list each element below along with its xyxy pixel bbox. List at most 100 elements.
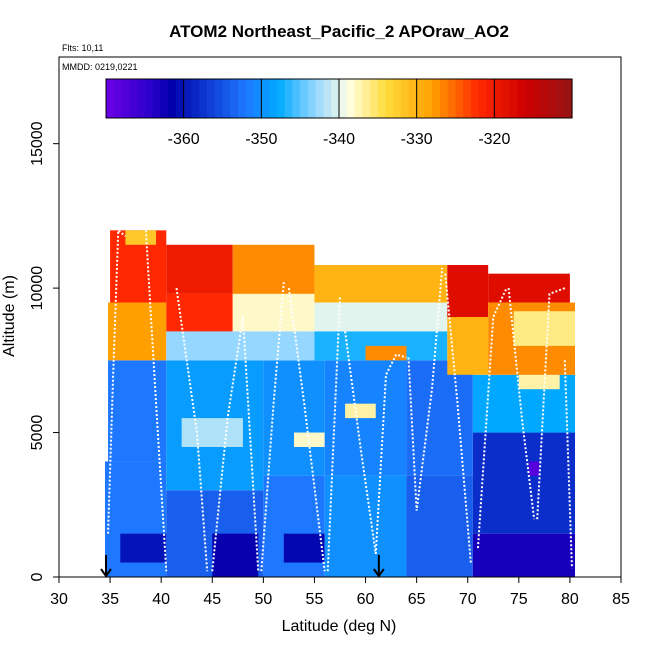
flight-track-layer: [107, 228, 573, 572]
marker-layer: [100, 555, 385, 578]
heatmap-cell: [232, 244, 315, 294]
colorbar-segment: [137, 79, 146, 118]
colorbar-segment: [471, 79, 480, 118]
flight-track: [407, 267, 444, 511]
colorbar-segment: [540, 79, 550, 118]
heatmap-cell: [406, 360, 473, 476]
y-tick-label: 15000: [29, 121, 46, 166]
colorbar-segment: [152, 79, 161, 118]
heatmap-cell: [365, 345, 407, 361]
colorbar-segment: [548, 79, 558, 118]
colorbar-segment: [238, 79, 247, 118]
x-tick-label: 65: [408, 591, 426, 608]
colorbar-segment: [502, 79, 511, 118]
colorbar-segment: [253, 79, 262, 118]
colorbar-segment: [424, 79, 433, 118]
flight-track: [444, 273, 472, 563]
colorbar-segment: [401, 79, 410, 118]
colorbar-segment: [292, 79, 301, 118]
flight-track: [144, 230, 168, 572]
colorbar-segment: [385, 79, 394, 118]
flight-track: [563, 360, 573, 569]
heatmap-cell: [166, 293, 233, 332]
heatmap-cell: [447, 317, 489, 375]
colorbar-ticks: -360 -350 -340 -330 -320: [168, 79, 510, 148]
heatmap-cell: [212, 533, 259, 577]
heatmap-cell: [314, 265, 448, 303]
heatmap-cell: [283, 533, 325, 563]
heatmap-cell: [518, 374, 560, 390]
colorbar-tick-label: -360: [168, 131, 200, 148]
heatmap-cell: [472, 533, 576, 577]
colorbar-segment: [408, 79, 418, 118]
flight-track: [374, 353, 407, 554]
flight-track: [476, 287, 508, 549]
colorbar-segment: [230, 79, 239, 118]
heatmap-cell: [488, 273, 570, 303]
colorbar-segment: [113, 79, 123, 118]
colorbar-segment: [339, 79, 348, 118]
flight-track: [287, 287, 326, 572]
colorbar-segment: [370, 79, 379, 118]
heatmap-cell: [324, 475, 407, 577]
heatmap-cell: [324, 360, 407, 476]
y-tick-label: 5000: [29, 415, 46, 451]
heatmap-cell: [263, 360, 325, 476]
y-tick-label: 10000: [29, 266, 46, 311]
heatmap-cell: [125, 230, 157, 245]
colorbar-tick-label: -350: [245, 131, 277, 148]
colorbar-segment: [509, 79, 519, 118]
plot-frame: [58, 56, 622, 578]
colorbar-segment: [432, 79, 441, 118]
colorbar-segment: [129, 79, 138, 118]
x-tick-label: 60: [357, 591, 375, 608]
colorbar-gradient: [106, 79, 573, 118]
colorbar-segment: [183, 79, 193, 118]
y-axis-label: Altitude (m): [1, 275, 18, 357]
colorbar-segment: [199, 79, 208, 118]
colorbar-segment: [478, 79, 488, 118]
heatmap-cell: [513, 311, 576, 346]
colorbar-segment: [556, 79, 565, 118]
arrow-left-head: [100, 568, 112, 578]
flight-track: [344, 331, 377, 555]
heatmap-cell: [108, 360, 167, 462]
heatmap-cell: [447, 265, 489, 317]
colorbar-segment: [144, 79, 154, 118]
x-tick-label: 45: [203, 591, 221, 608]
colorbar-tick-label: -340: [323, 131, 355, 148]
heatmap-cell: [314, 302, 448, 332]
date-label: MMDD: 0219,0221: [62, 62, 138, 72]
colorbar-segment: [276, 79, 286, 118]
x-axis-label: Latitude (deg N): [282, 618, 397, 635]
colorbar-segment: [346, 79, 356, 118]
heatmap-cell: [232, 293, 315, 332]
x-tick-label: 35: [101, 591, 119, 608]
colorbar-segment: [284, 79, 293, 118]
flight-track: [260, 282, 285, 572]
colorbar-segment: [354, 79, 363, 118]
heatmap-cell: [108, 302, 167, 361]
colorbar-segment: [222, 79, 231, 118]
colorbar-segment: [160, 79, 169, 118]
colorbar-segment: [206, 79, 216, 118]
x-axis: 30 35 40 45 50 55 60 65 70 75 80 85: [50, 577, 630, 608]
x-tick-label: 55: [306, 591, 324, 608]
x-tick-label: 40: [152, 591, 170, 608]
colorbar-segment: [362, 79, 371, 118]
colorbar-segment: [393, 79, 402, 118]
x-tick-label: 50: [254, 591, 272, 608]
chart-title: ATOM2 Northeast_Pacific_2 APOraw_AO2: [169, 22, 509, 41]
x-tick-label: 70: [459, 591, 477, 608]
colorbar-segment: [439, 79, 449, 118]
colorbar-segment: [494, 79, 503, 118]
heatmap-cell: [529, 461, 540, 476]
colorbar-segment: [564, 79, 573, 118]
x-tick-label: 85: [612, 591, 630, 608]
flight-track: [326, 296, 341, 572]
x-tick-label: 80: [561, 591, 579, 608]
colorbar-tick-label: -320: [478, 131, 510, 148]
colorbar-segment: [525, 79, 534, 118]
heatmap-cell: [120, 533, 167, 563]
